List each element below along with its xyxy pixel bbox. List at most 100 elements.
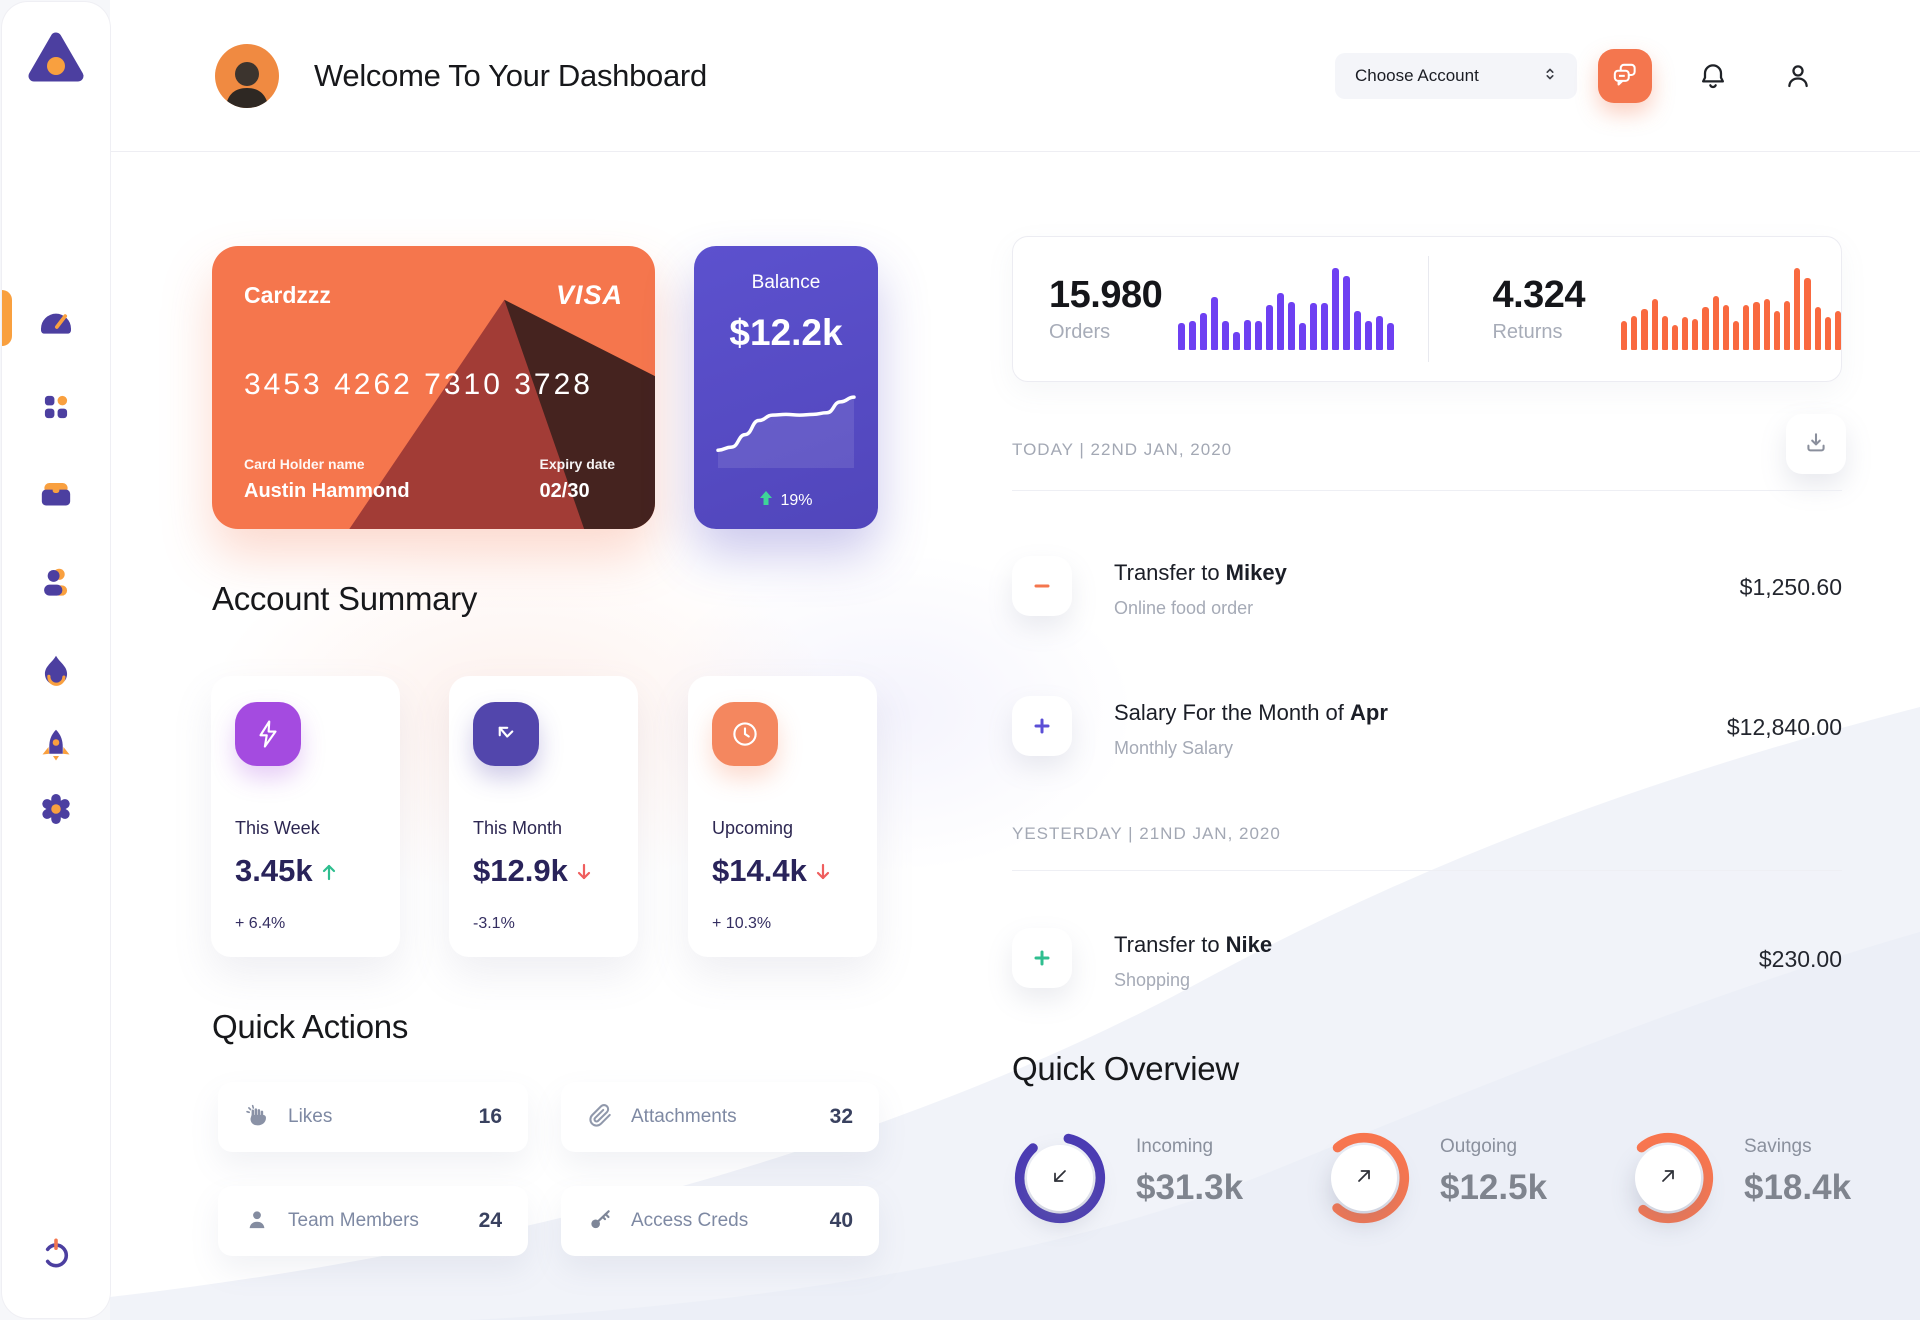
transaction-row[interactable]: Salary For the Month of Apr Monthly Sala… — [1012, 688, 1842, 768]
quick-overview-title: Quick Overview — [1012, 1050, 1239, 1087]
visa-logo: VISA — [555, 280, 623, 310]
summary-label: This Month — [473, 818, 563, 838]
notifications-button[interactable] — [1696, 60, 1730, 94]
sidebar-item-dashboard[interactable] — [34, 296, 78, 340]
sidebar-item-projects[interactable] — [34, 472, 78, 516]
profile-button[interactable] — [1781, 60, 1815, 94]
quick-action-count: 24 — [478, 1209, 502, 1232]
transaction-subtitle: Online food order — [1114, 598, 1254, 618]
outgoing-progress-ring — [1316, 1130, 1412, 1226]
sidebar-item-activity[interactable] — [34, 649, 78, 693]
trend-up-icon — [321, 853, 337, 889]
quick-action-access-creds[interactable]: Access Creds 40 — [561, 1186, 879, 1256]
balance-card[interactable]: Balance $12.2k 19% — [694, 246, 878, 529]
card-holder-label: Card Holder name — [244, 456, 365, 472]
transaction-subtitle: Monthly Salary — [1114, 738, 1234, 758]
speedometer-icon — [36, 297, 76, 340]
account-selector-label: Choose Account — [1355, 66, 1479, 85]
minus-icon — [1012, 556, 1072, 616]
credit-card[interactable]: Cardzzz VISA 3453 4262 7310 3728 Card Ho… — [212, 246, 655, 529]
summary-delta: + 6.4% — [235, 915, 286, 932]
balance-line-chart — [716, 395, 856, 468]
account-summary-title: Account Summary — [212, 580, 478, 617]
overview-outgoing: Outgoing $12.5k — [1316, 1118, 1606, 1248]
summary-delta: -3.1% — [473, 915, 515, 932]
sidebar-item-launch[interactable] — [34, 723, 78, 767]
user-avatar[interactable] — [215, 44, 279, 108]
quick-action-label: Attachments — [631, 1106, 737, 1127]
quick-action-label: Access Creds — [631, 1210, 749, 1231]
arrow-up-right-icon — [1653, 1161, 1683, 1196]
transaction-amount: $230.00 — [1758, 946, 1842, 972]
transaction-amount: $1,250.60 — [1739, 574, 1842, 600]
paperclip-icon — [587, 1103, 613, 1132]
quick-action-team-members[interactable]: Team Members 24 — [218, 1186, 528, 1256]
trend-down-icon — [576, 853, 592, 889]
sidebar — [2, 2, 110, 1318]
quick-action-attachments[interactable]: Attachments 32 — [561, 1082, 879, 1152]
plus-icon — [1012, 928, 1072, 988]
summary-card-this-month[interactable]: This Month $12.9k -3.1% — [449, 676, 638, 957]
divider — [1012, 490, 1842, 491]
transactions-date-header-today: TODAY | 22ND JAN, 2020 — [1012, 440, 1233, 459]
sidebar-active-indicator — [2, 290, 12, 346]
chat-icon — [1610, 60, 1640, 93]
transaction-title: Salary For the Month of — [1114, 700, 1350, 725]
flame-icon — [37, 651, 75, 692]
arrow-up-right-icon — [1349, 1161, 1379, 1196]
summary-delta: + 10.3% — [712, 915, 772, 932]
incoming-progress-ring — [1012, 1130, 1108, 1226]
arrow-up-green-icon — [759, 490, 773, 511]
power-icon — [37, 1234, 75, 1275]
overview-savings: Savings $18.4k — [1620, 1118, 1910, 1248]
sidebar-logout-button[interactable] — [34, 1232, 78, 1276]
transactions-date-header-yesterday: YESTERDAY | 21ND JAN, 2020 — [1012, 824, 1281, 843]
transaction-title-bold: Nike — [1225, 932, 1273, 957]
transaction-subtitle: Shopping — [1114, 970, 1191, 990]
person-outline-icon — [1782, 60, 1814, 95]
balance-change-value: 19% — [780, 491, 813, 509]
balance-value: $12.2k — [729, 312, 843, 353]
arrow-up-left-icon — [473, 702, 539, 766]
sidebar-item-team[interactable] — [34, 562, 78, 606]
grid-icon — [37, 388, 75, 429]
account-selector[interactable]: Choose Account — [1335, 53, 1577, 99]
returns-sparkline-chart — [1620, 268, 1842, 350]
transaction-row[interactable]: Transfer to Nike Shopping $230.00 — [1012, 920, 1842, 1000]
chevron-updown-icon — [1539, 63, 1561, 90]
summary-value: 3.45k — [235, 853, 313, 888]
card-expiry-value: 02/30 — [539, 480, 590, 502]
clap-icon — [244, 1103, 270, 1132]
quick-actions-title: Quick Actions — [212, 1008, 409, 1045]
clock-icon — [712, 702, 778, 766]
overview-label: Outgoing — [1440, 1136, 1518, 1157]
overview-label: Incoming — [1136, 1136, 1214, 1157]
savings-progress-ring — [1620, 1130, 1716, 1226]
card-expiry-label: Expiry date — [539, 456, 615, 472]
quick-action-likes[interactable]: Likes 16 — [218, 1082, 528, 1152]
download-statement-button[interactable] — [1786, 414, 1846, 474]
orders-label: Orders — [1049, 321, 1111, 343]
quick-action-count: 16 — [478, 1105, 502, 1128]
download-icon — [1803, 430, 1829, 459]
overview-label: Savings — [1744, 1136, 1812, 1157]
user-icon — [37, 564, 75, 605]
card-name: Cardzzz — [244, 282, 331, 308]
transaction-title-bold: Mikey — [1225, 560, 1287, 585]
bell-icon — [1697, 60, 1729, 95]
card-number: 3453 4262 7310 3728 — [244, 368, 593, 401]
messages-button[interactable] — [1598, 49, 1652, 103]
overview-value: $18.4k — [1744, 1168, 1852, 1207]
summary-card-this-week[interactable]: This Week 3.45k + 6.4% — [211, 676, 400, 957]
plus-icon — [1012, 696, 1072, 756]
sidebar-item-settings[interactable] — [34, 788, 78, 832]
orders-sparkline-chart — [1177, 268, 1394, 350]
card-holder-name: Austin Hammond — [244, 480, 410, 502]
summary-card-upcoming[interactable]: Upcoming $14.4k + 10.3% — [688, 676, 877, 957]
rocket-icon — [38, 726, 74, 765]
transaction-row[interactable]: Transfer to Mikey Online food order $1,2… — [1012, 548, 1842, 628]
orders-value: 15.980 — [1049, 274, 1163, 316]
arrow-down-left-icon — [1045, 1161, 1075, 1196]
sidebar-item-apps[interactable] — [34, 386, 78, 430]
app-logo — [24, 26, 88, 95]
